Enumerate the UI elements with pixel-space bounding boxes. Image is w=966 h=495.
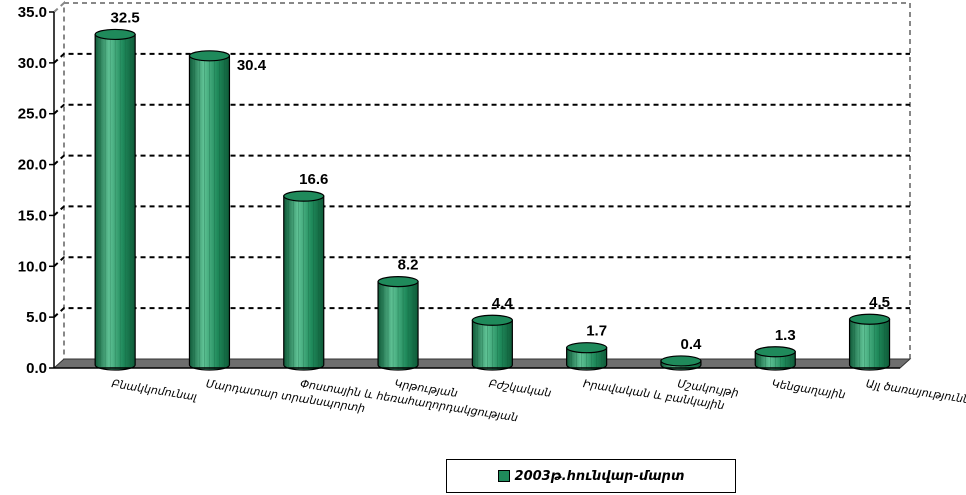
bar (283, 190, 325, 371)
data-label: 1.3 (775, 327, 796, 344)
y-tick-label: 15.0 (18, 207, 47, 224)
bar (188, 50, 231, 371)
gridline (53, 103, 910, 115)
x-tick-label: Բժշկական (488, 377, 552, 400)
bar (471, 314, 513, 371)
x-tick-label: Կենցաղային (771, 377, 847, 401)
data-labels: 32.5 30.4 16.6 8.2 4.4 1.7 0.4 1.3 4.5 (111, 9, 890, 353)
x-tick-label: Այլ ծառայություններ (865, 377, 966, 408)
plot-walls (53, 0, 911, 359)
bar (660, 355, 702, 371)
bar-top (94, 28, 136, 41)
y-tick-label: 10.0 (18, 258, 47, 275)
bar-top (754, 346, 796, 358)
side-wall (53, 0, 65, 359)
y-tick-label: 30.0 (18, 55, 47, 72)
bar-top (848, 313, 891, 325)
data-label: 4.5 (869, 294, 890, 311)
bar-top (283, 190, 325, 202)
back-wall (64, 2, 911, 359)
data-label: 16.6 (299, 171, 328, 188)
legend-swatch (497, 470, 510, 482)
data-label: 1.7 (586, 323, 607, 340)
bar-top (566, 342, 608, 354)
gridline (53, 154, 910, 166)
gridline (53, 52, 910, 64)
bar (566, 342, 608, 371)
data-label: 32.5 (111, 9, 140, 26)
gridline (53, 205, 910, 217)
y-tick-label: 20.0 (18, 157, 47, 174)
legend: 2003թ.հունվար-մարտ (446, 459, 736, 493)
y-tick-label: 5.0 (26, 309, 47, 326)
bar (848, 313, 891, 371)
y-axis: 0.0 5.0 10.0 15.0 20.0 25.0 30.0 35.0 (18, 4, 55, 377)
bar-top (377, 275, 419, 288)
y-tick-label: 0.0 (26, 360, 47, 377)
bar (377, 275, 419, 371)
gridline (53, 256, 910, 268)
bar (94, 28, 136, 371)
bar-series (94, 28, 891, 371)
data-label: 0.4 (681, 336, 703, 353)
x-tick-label: Բնակկոմունալ (111, 377, 198, 403)
x-axis: Բնակկոմունալ Մարդատար տրանսպորտիՓոստային … (54, 367, 966, 424)
data-label: 30.4 (237, 57, 267, 74)
bar-top (660, 355, 702, 367)
y-tick-label: 35.0 (18, 4, 47, 21)
bar (754, 346, 796, 371)
gridline (53, 307, 910, 318)
bar-top (188, 50, 231, 62)
gridlines (53, 52, 910, 318)
y-tick-label: 25.0 (18, 106, 47, 123)
data-label: 8.2 (398, 257, 419, 274)
legend-label: 2003թ.հունվար-մարտ (514, 468, 685, 484)
bar-top (471, 314, 513, 326)
data-label: 4.4 (492, 295, 514, 312)
bar-chart: 0.0 5.0 10.0 15.0 20.0 25.0 30.0 35.0 32.5 30.4 1… (18, 0, 966, 424)
